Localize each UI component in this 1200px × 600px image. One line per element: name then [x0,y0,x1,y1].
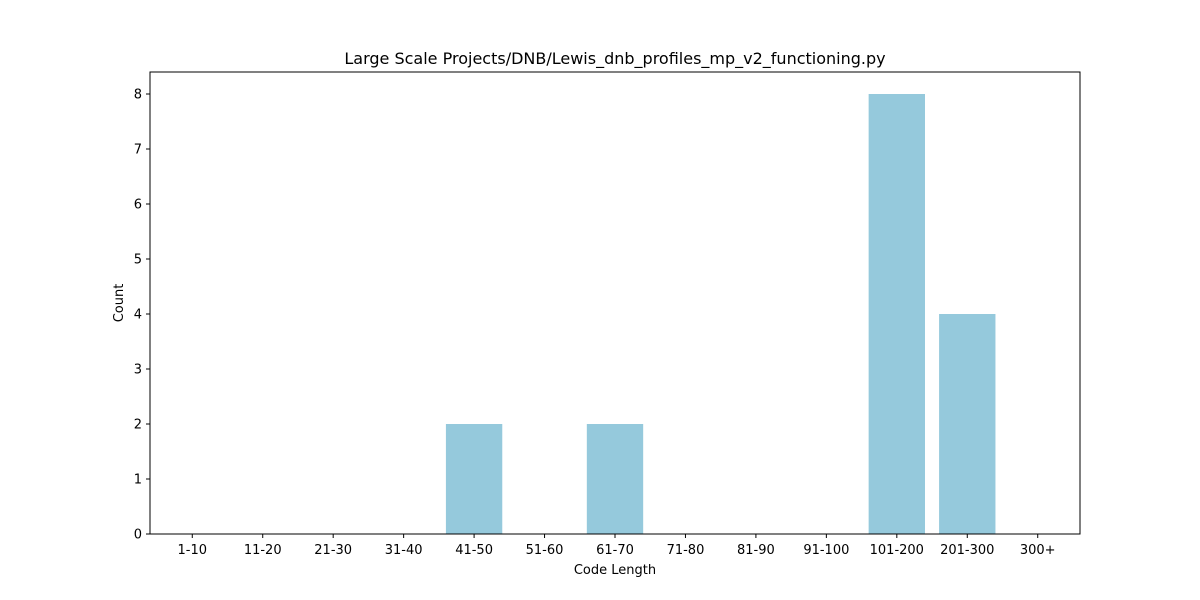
x-axis-label: Code Length [574,563,656,578]
bars-layer [445,94,996,534]
y-axis: 0 1 2 3 4 5 6 7 8 [134,88,150,543]
y-tick-label: 1 [134,473,142,488]
x-tick-label: 41-50 [455,543,493,558]
x-axis: 1-10 11-20 21-30 31-40 41-50 51-60 61-70 71-80 8… [178,534,1056,558]
x-tick-label: 101-200 [870,543,924,558]
y-tick-label: 3 [134,363,142,378]
y-tick-label: 6 [134,198,142,213]
chart-title: Large Scale Projects/DNB/Lewis_dnb_profi… [344,49,885,69]
x-tick-label: 21-30 [314,543,352,558]
bar-61-70 [586,424,644,534]
x-tick-label: 31-40 [385,543,423,558]
x-tick-label: 300+ [1020,543,1056,558]
x-tick-label: 1-10 [178,543,208,558]
y-axis-label: Count [112,284,127,323]
y-tick-label: 5 [134,253,142,268]
y-tick-label: 2 [134,418,142,433]
x-tick-label: 11-20 [244,543,282,558]
y-tick-label: 8 [134,88,142,103]
y-tick-label: 4 [134,308,142,323]
bar-41-50 [445,424,503,534]
x-tick-label: 61-70 [596,543,634,558]
y-tick-label: 7 [134,143,142,158]
bar-201-300 [939,314,996,534]
x-tick-label: 201-300 [940,543,994,558]
x-tick-label: 91-100 [803,543,849,558]
x-tick-label: 81-90 [737,543,775,558]
x-tick-label: 51-60 [526,543,564,558]
x-tick-label: 71-80 [667,543,705,558]
y-tick-label: 0 [134,528,142,543]
bar-101-200 [868,94,925,534]
